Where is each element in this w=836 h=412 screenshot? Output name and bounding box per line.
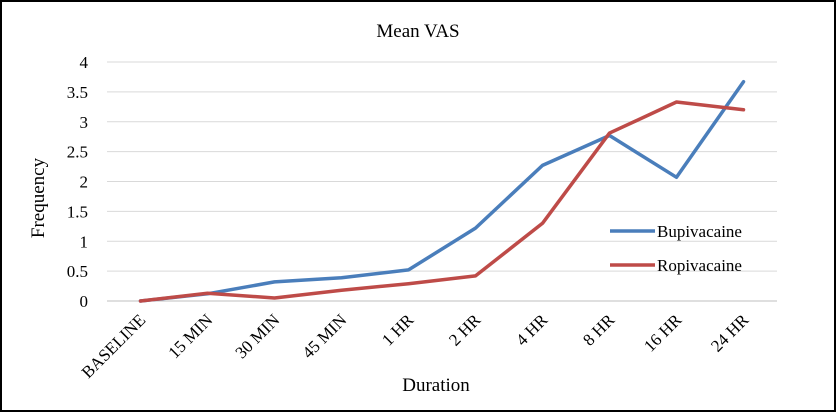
x-tick-label: BASELINE — [78, 310, 150, 382]
x-axis-label: Duration — [402, 375, 470, 396]
series-line-ropivacaine — [138, 100, 746, 303]
series-lines — [138, 79, 746, 303]
x-tick-label: 1 HR — [378, 310, 418, 350]
series-line-bupivacaine — [138, 79, 746, 303]
y-axis-label: Frequency — [28, 157, 49, 238]
y-tick-label: 1 — [80, 232, 89, 251]
y-tick-label: 1.5 — [67, 202, 88, 221]
y-tick-label: 2 — [80, 173, 89, 192]
x-tick-label: 8 HR — [579, 310, 619, 350]
y-tick-label: 3.5 — [67, 83, 88, 102]
legend: Bupivacaine Ropivacaine — [610, 222, 742, 275]
y-tick-label: 0.5 — [67, 262, 88, 281]
legend-item: Bupivacaine — [610, 222, 742, 241]
chart-title: Mean VAS — [376, 21, 459, 42]
y-tick-label: 4 — [80, 53, 89, 72]
x-tick-label: 24 HR — [707, 310, 753, 356]
x-tick-label: 4 HR — [512, 310, 552, 350]
x-tick-label: 2 HR — [445, 310, 485, 350]
y-tick-label: 2.5 — [67, 143, 88, 162]
y-axis-ticks: 0 0.5 1 1.5 2 2.5 3 3.5 4 — [67, 53, 89, 311]
y-tick-label: 3 — [80, 113, 89, 132]
x-tick-label: 45 MIN — [298, 310, 350, 362]
x-tick-label: 15 MIN — [164, 310, 216, 362]
gridlines — [107, 61, 777, 272]
x-tick-label: 30 MIN — [231, 310, 283, 362]
legend-item: Ropivacaine — [610, 256, 742, 275]
y-tick-label: 0 — [80, 292, 89, 311]
x-tick-label: 16 HR — [640, 310, 686, 356]
x-axis-ticks: BASELINE 15 MIN 30 MIN 45 MIN 1 HR 2 HR 4 HR 8 … — [78, 310, 753, 382]
legend-label: Ropivacaine — [657, 256, 742, 275]
legend-label: Bupivacaine — [657, 222, 742, 241]
